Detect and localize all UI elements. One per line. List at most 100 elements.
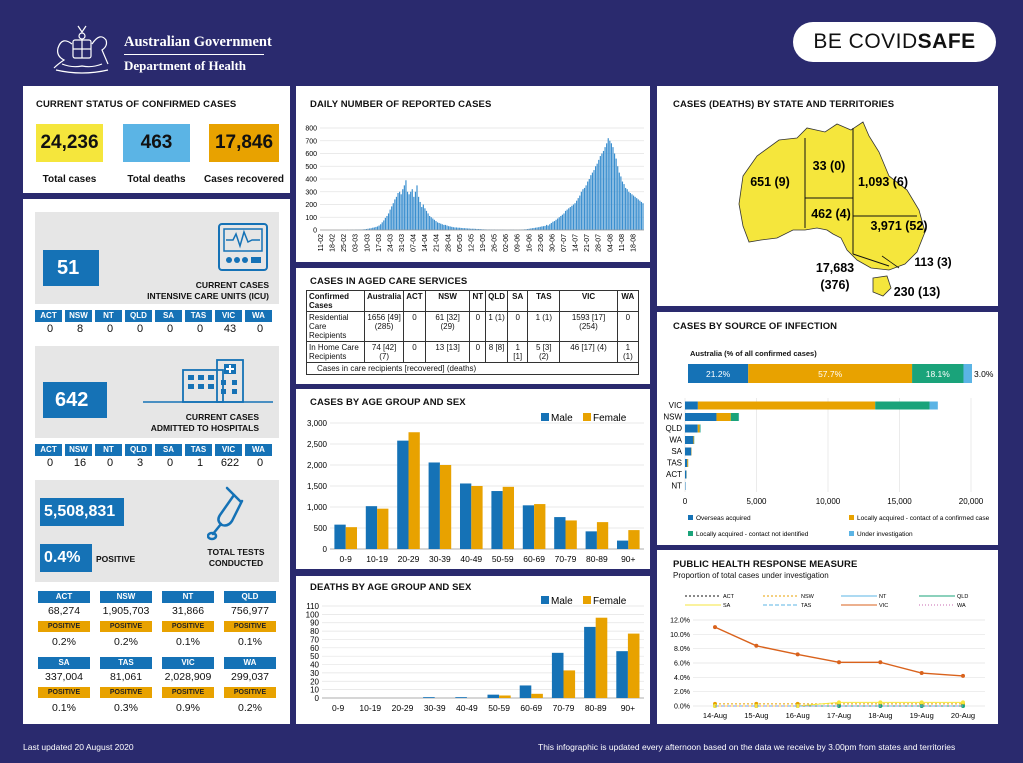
daily-bar xyxy=(538,227,540,230)
daily-bar xyxy=(424,208,426,230)
test-state-label: VIC xyxy=(162,657,214,669)
legend-label: Male xyxy=(551,413,573,424)
daily-bar xyxy=(531,228,533,230)
australia-map: 651 (9) 33 (0) 1,093 (6) 462 (4) 3,971 (… xyxy=(738,121,952,299)
daily-bar xyxy=(402,189,404,230)
positive-pct: 0.4% xyxy=(40,544,92,572)
current-status-panel: CURRENT STATUS OF CONFIRMED CASES 24,236… xyxy=(23,86,290,193)
positive-pct-value: 0.3% xyxy=(114,702,138,714)
daily-bar xyxy=(470,228,472,230)
table-cell: Residential Care Recipients xyxy=(306,311,365,342)
bar-male xyxy=(459,483,472,549)
x-tick-label: 24-03 xyxy=(387,234,394,252)
icu-section: 51 CURRENT CASES INTENSIVE CARE UNITS (I… xyxy=(35,212,279,304)
bar-female xyxy=(565,520,577,549)
table-cell: 46 [17] (4) xyxy=(559,341,618,363)
last-updated: Last updated 20 August 2020 xyxy=(23,742,134,752)
positive-pct-value: 0.2% xyxy=(238,702,262,714)
daily-bar xyxy=(387,213,390,230)
daily-bar xyxy=(558,217,560,230)
state-label: ACT xyxy=(35,444,62,456)
table-row: Cases in care recipients [recovered] (de… xyxy=(306,362,639,375)
daily-bar xyxy=(373,227,375,230)
state-value: 0 xyxy=(256,323,264,335)
positive-pct-value: 0.9% xyxy=(176,702,200,714)
state-label: QLD xyxy=(125,310,152,322)
daily-bar xyxy=(375,226,377,230)
y-tick-label: 0 xyxy=(315,694,320,703)
source-bar-segment xyxy=(730,413,739,421)
vic-deaths-label: (376) xyxy=(820,278,849,292)
hospital-tests-panel: 51 CURRENT CASES INTENSIVE CARE UNITS (I… xyxy=(23,199,290,724)
state-value: 43 xyxy=(223,323,237,335)
daily-bar xyxy=(625,187,627,230)
daily-bar xyxy=(365,228,368,230)
state-value: 0 xyxy=(136,323,144,335)
positive-badge: POSITIVE xyxy=(38,687,90,698)
daily-bar xyxy=(560,215,562,230)
panel-title: CASES IN AGED CARE SERVICES xyxy=(310,276,468,287)
positive-badge: POSITIVE xyxy=(224,687,276,698)
x-tick-label: 30-39 xyxy=(429,554,451,564)
y-tick-label: 10.0% xyxy=(670,632,690,639)
daily-bar xyxy=(364,229,366,230)
daily-bar xyxy=(601,153,603,230)
daily-bar xyxy=(408,194,410,230)
daily-bar xyxy=(411,189,413,230)
positive-label: POSITIVE xyxy=(96,554,136,564)
table-cell: 1 (1) xyxy=(527,311,561,342)
bar-male xyxy=(455,697,467,698)
bar-male xyxy=(423,697,435,698)
x-tick-label: 03-03 xyxy=(353,234,360,252)
daily-bar xyxy=(593,170,595,230)
daily-bar xyxy=(451,226,453,230)
hospital-state-headers: ACT NSW NT QLD SA TAS VIC WA xyxy=(35,444,275,456)
test-count: 68,274 xyxy=(47,605,81,617)
state-value: 0 xyxy=(46,457,54,469)
daily-bar xyxy=(443,224,445,230)
daily-bar xyxy=(555,219,557,230)
data-point xyxy=(837,700,841,705)
hospital-value: 642 xyxy=(43,382,107,418)
deaths-by-age-panel: DEATHS BY AGE GROUP AND SEX 0 10 20 30 40 50 6… xyxy=(296,576,650,724)
tests-value: 5,508,831 xyxy=(40,498,124,526)
panel-title: DAILY NUMBER OF REPORTED CASES xyxy=(310,99,492,110)
panel-title: CASES BY AGE GROUP AND SEX xyxy=(310,397,466,408)
x-tick-label: 50-59 xyxy=(492,554,514,564)
data-point xyxy=(878,660,883,665)
daily-bar xyxy=(433,219,435,230)
legend-swatch xyxy=(849,515,854,520)
daily-bar xyxy=(473,228,475,230)
data-point xyxy=(795,652,800,657)
state-label: WA xyxy=(245,444,272,456)
daily-bar xyxy=(561,214,563,230)
table-header: VIC xyxy=(559,290,618,312)
daily-bar xyxy=(410,191,412,230)
state-label: NSW xyxy=(65,444,92,456)
daily-bar xyxy=(416,185,418,230)
bar-male xyxy=(334,524,346,549)
state-value: 16 xyxy=(73,457,87,469)
x-tick-label: 80-89 xyxy=(586,554,608,564)
icu-label-2: INTENSIVE CARE UNITS (ICU) xyxy=(147,291,269,301)
positive-badge: POSITIVE xyxy=(38,621,90,632)
australia-mainland xyxy=(738,121,926,271)
x-tick-label: 18-Aug xyxy=(868,711,892,720)
daily-bar xyxy=(564,210,567,230)
source-bar-segment xyxy=(693,436,695,444)
y-tick-label: 50 xyxy=(310,652,319,661)
data-point xyxy=(878,700,883,705)
daily-bar xyxy=(618,172,620,230)
daily-bar xyxy=(613,153,616,230)
x-tick-label: 19-Aug xyxy=(910,711,934,720)
table-header: NSW xyxy=(424,290,471,312)
daily-bar xyxy=(606,143,608,230)
test-count: 299,037 xyxy=(231,671,269,683)
x-tick-label: 14-07 xyxy=(573,234,580,252)
daily-bar xyxy=(417,196,420,230)
state-value: 0 xyxy=(256,457,264,469)
daily-bar xyxy=(637,199,639,230)
y-tick-label: 0 xyxy=(323,545,328,554)
y-tick-label: 12.0% xyxy=(670,618,690,625)
